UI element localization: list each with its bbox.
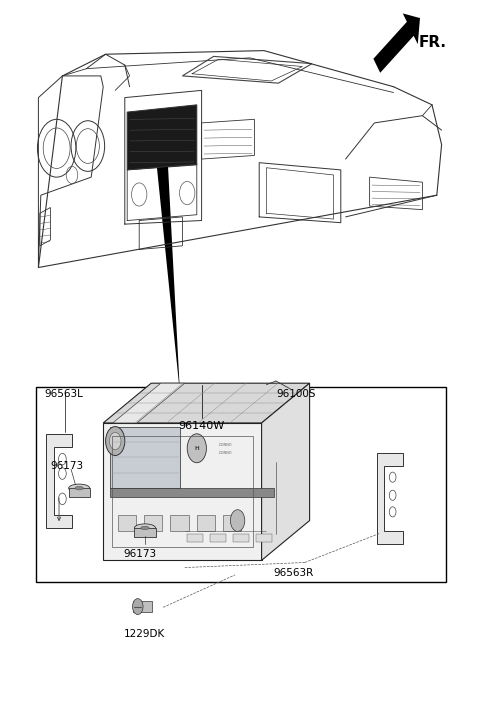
Ellipse shape: [69, 484, 90, 492]
Bar: [110, 427, 180, 488]
Circle shape: [230, 510, 245, 531]
Text: 96100S: 96100S: [276, 389, 315, 399]
Circle shape: [389, 507, 396, 517]
Bar: [210, 534, 226, 542]
Polygon shape: [103, 423, 262, 560]
Bar: [118, 515, 136, 531]
Text: 96173: 96173: [50, 461, 84, 471]
Polygon shape: [46, 434, 72, 528]
Bar: [144, 515, 162, 531]
Polygon shape: [157, 166, 180, 394]
Text: DONNO: DONNO: [218, 451, 232, 455]
Bar: [187, 534, 203, 542]
Circle shape: [389, 490, 396, 500]
Text: 96173: 96173: [124, 549, 157, 560]
Circle shape: [187, 434, 206, 463]
Text: H: H: [194, 446, 199, 450]
Bar: [233, 534, 249, 542]
Bar: [197, 515, 215, 531]
Bar: [170, 515, 189, 531]
Text: 96563R: 96563R: [274, 568, 314, 578]
Ellipse shape: [132, 599, 143, 615]
Ellipse shape: [141, 526, 149, 530]
Text: FR.: FR.: [419, 35, 447, 50]
Ellipse shape: [134, 524, 156, 532]
Polygon shape: [113, 383, 185, 423]
Circle shape: [59, 468, 66, 479]
Polygon shape: [373, 14, 420, 73]
Text: 1229DK: 1229DK: [123, 629, 165, 639]
Polygon shape: [262, 383, 310, 560]
Bar: [256, 534, 272, 542]
Circle shape: [389, 472, 396, 482]
Bar: [110, 488, 274, 497]
Polygon shape: [127, 105, 197, 170]
Polygon shape: [103, 383, 310, 423]
Text: 96563L: 96563L: [45, 389, 84, 399]
Circle shape: [106, 427, 125, 455]
Bar: [36, 387, 446, 582]
Bar: [223, 515, 241, 531]
Circle shape: [109, 432, 121, 450]
Bar: [134, 528, 156, 537]
Text: 96140W: 96140W: [179, 421, 225, 431]
Bar: [133, 601, 152, 612]
Text: DONNO: DONNO: [218, 442, 232, 447]
Circle shape: [59, 493, 66, 505]
Ellipse shape: [75, 487, 84, 490]
Polygon shape: [377, 453, 403, 544]
Circle shape: [59, 453, 66, 465]
Bar: [69, 488, 90, 497]
